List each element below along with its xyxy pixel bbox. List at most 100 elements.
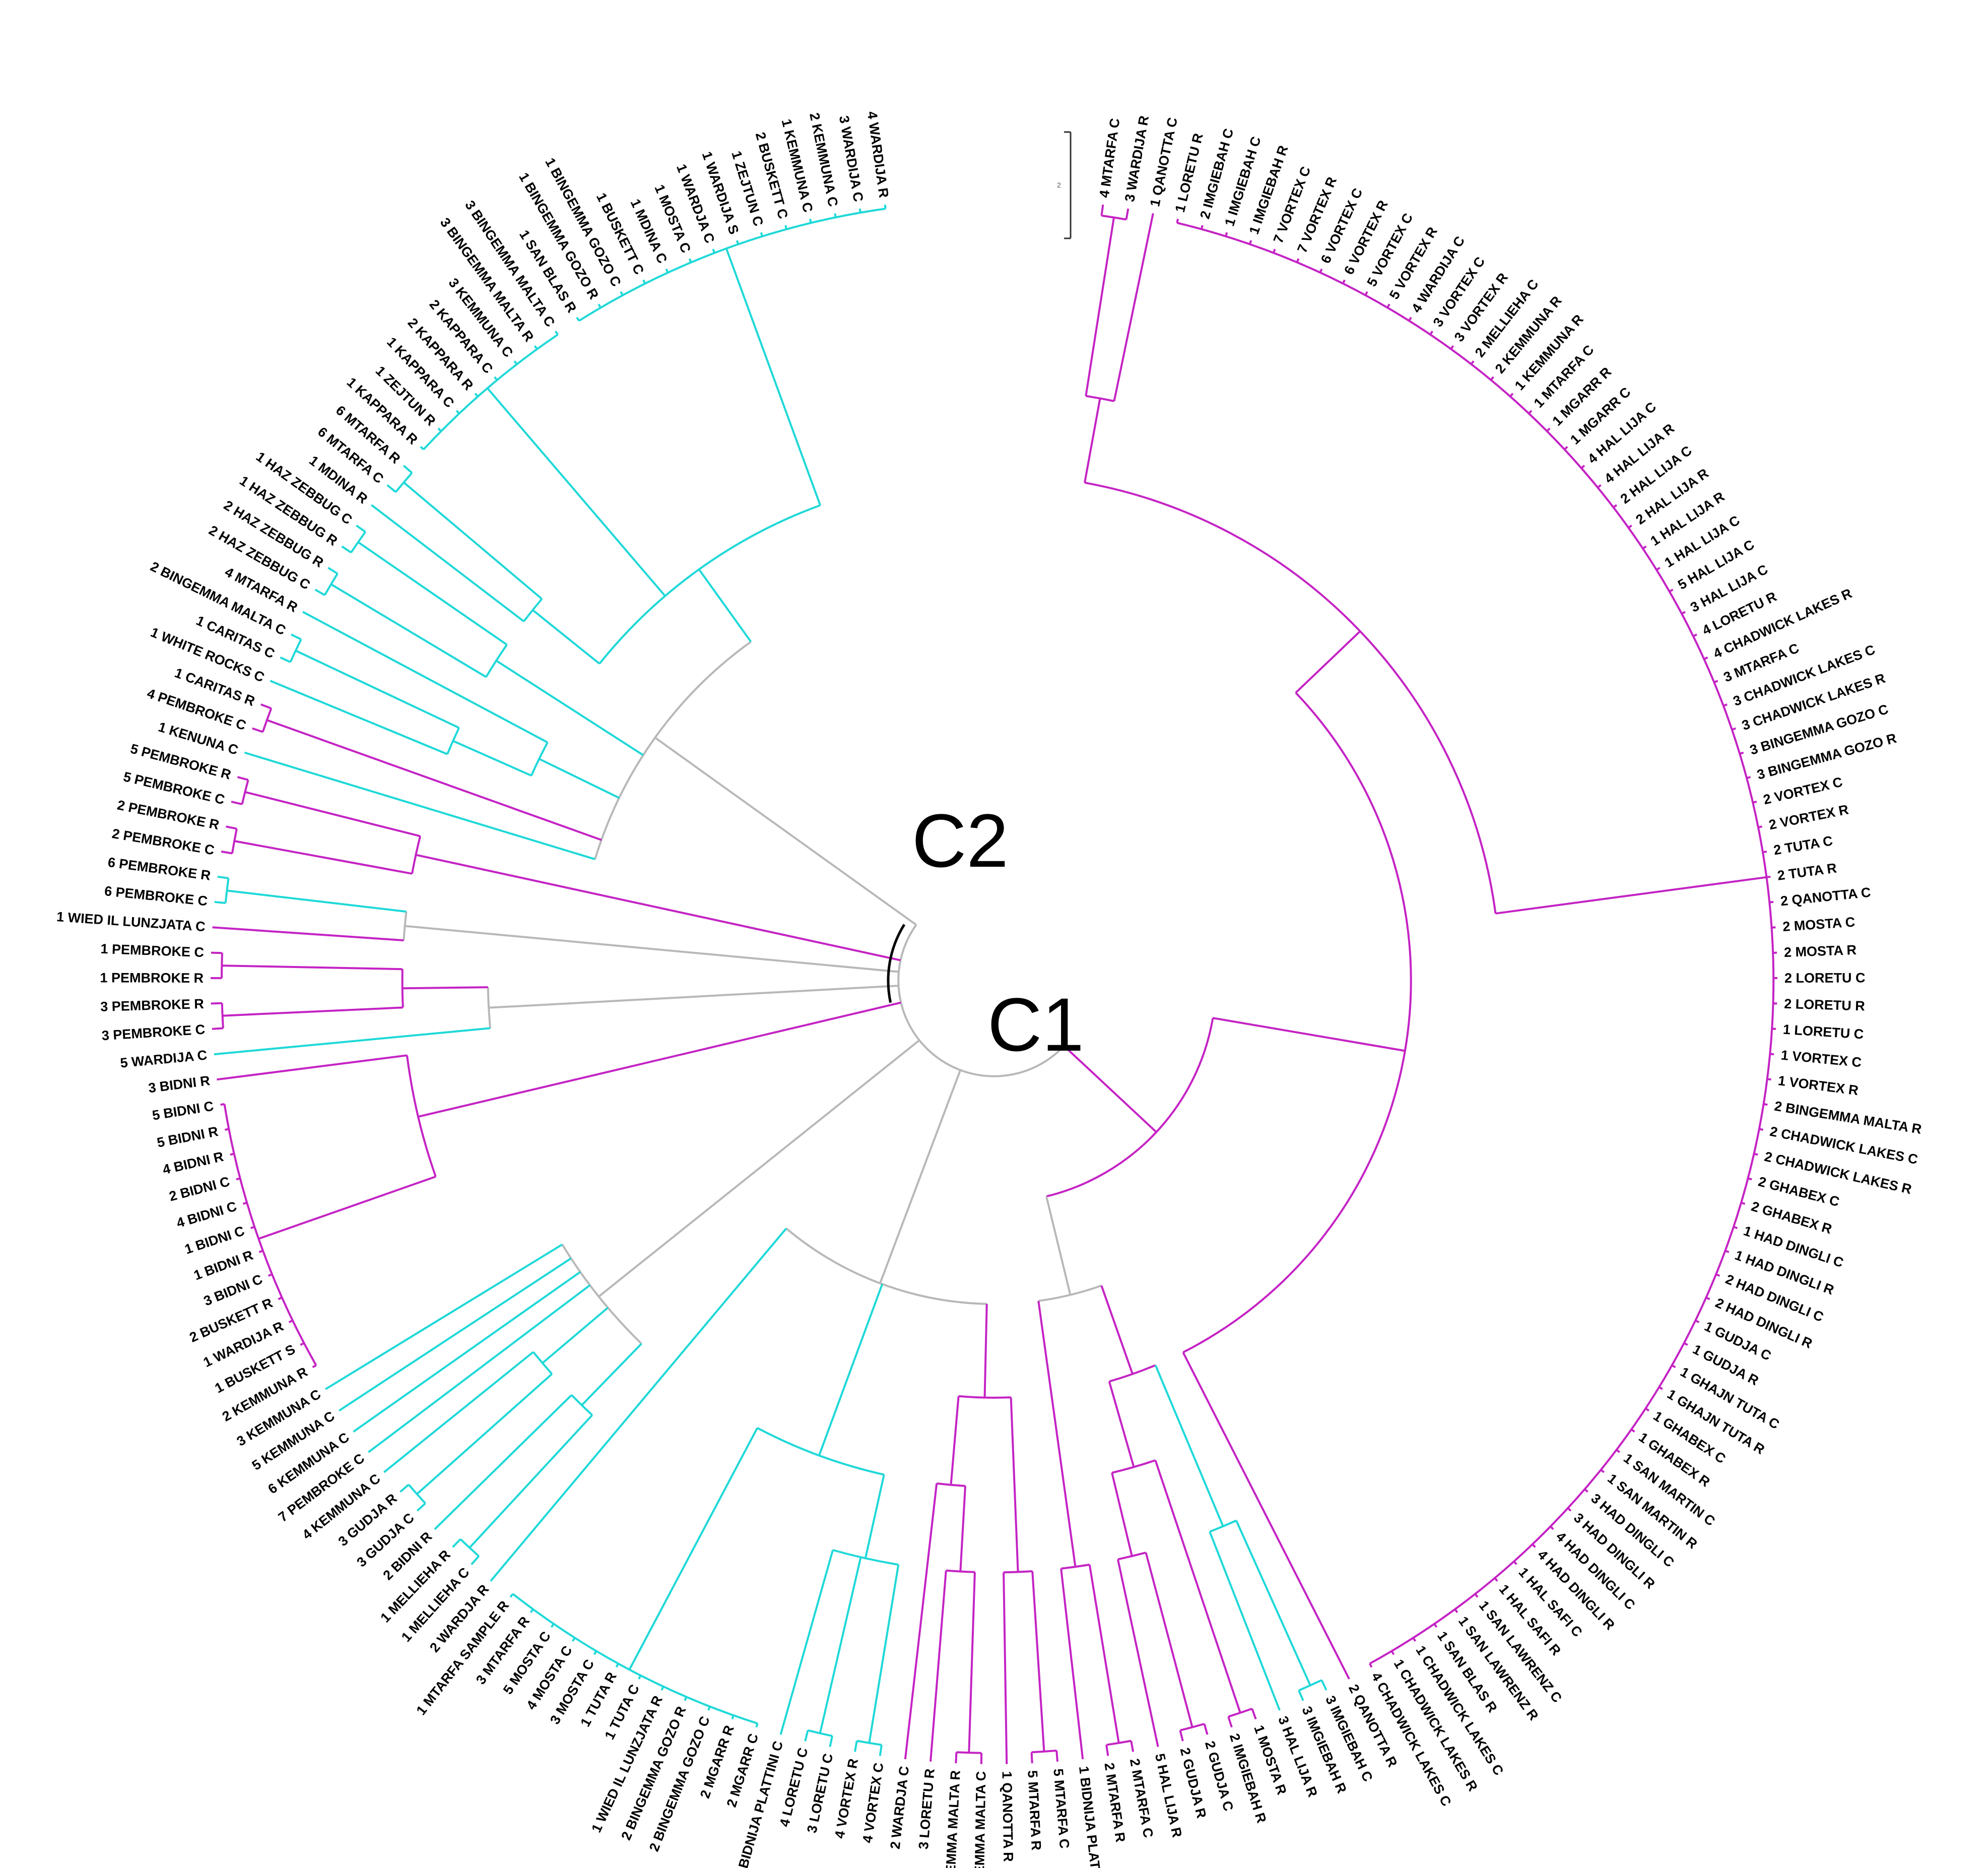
leaf-label: 2 MOSTA C (1782, 914, 1856, 934)
branch-line (1752, 800, 1757, 804)
branch-line (488, 985, 899, 1009)
branch-line (736, 240, 740, 245)
branch-line (455, 410, 460, 415)
branch-line (1298, 1690, 1304, 1701)
branch-line (1213, 1017, 1406, 1052)
branch-arc (221, 1003, 224, 1028)
branch-arc (289, 638, 302, 663)
branch-line (437, 427, 442, 432)
branch-line (222, 964, 403, 971)
branch-line (212, 1027, 224, 1030)
branch-line (829, 1735, 833, 1747)
branch-line (1225, 232, 1228, 237)
branch-line (1470, 360, 1475, 365)
branch-line (1369, 1663, 1373, 1668)
leaf-label: 5 WARDIJA C (119, 1048, 208, 1071)
branch-line (1125, 208, 1130, 220)
branch-line (1703, 656, 1708, 660)
branch-line (1771, 1027, 1776, 1030)
branch-arc (808, 1729, 833, 1737)
leaf-label: 1 QANOTTA R (1000, 1771, 1016, 1862)
branch-line (1759, 1128, 1763, 1131)
branch-line (469, 1414, 593, 1549)
branch-line (834, 213, 837, 218)
branch-line (1450, 345, 1454, 350)
branch-line (211, 1002, 222, 1005)
branch-line (1769, 900, 1774, 904)
branch-line (356, 525, 366, 533)
branch-line (314, 589, 325, 596)
branch-line (784, 225, 788, 230)
branch-line (1108, 1381, 1135, 1467)
branch-line (959, 1486, 966, 1572)
branch-line (497, 1228, 787, 1573)
branch-line (325, 1382, 336, 1390)
branch-arc (1031, 1750, 1057, 1754)
branch-line (1550, 1525, 1554, 1530)
branch-line (1546, 427, 1551, 432)
branch-line (576, 316, 580, 321)
leaf-label: 1 WIED IL LUNZJATA C (56, 909, 206, 934)
leaf-label: 4 VORTEX C (859, 1762, 886, 1844)
branch-line (1248, 240, 1252, 245)
branch-line (1669, 589, 1674, 593)
branch-arc (599, 504, 821, 665)
branch-line (386, 484, 396, 493)
branch-arc (1209, 1519, 1237, 1533)
branch-line (1342, 279, 1346, 284)
branch-line (330, 583, 487, 678)
branch-line (1045, 1196, 1072, 1296)
branch-arc (856, 1740, 882, 1746)
branch-line (509, 1593, 514, 1598)
branch-line (1659, 1386, 1663, 1390)
leaf-label: 4 WARDIJA R (865, 110, 892, 199)
branch-arc (485, 644, 508, 678)
branch-line (725, 248, 821, 506)
branch-arc (323, 573, 339, 596)
leaf-label: 4 VORTEX R (832, 1757, 861, 1839)
branch-line (654, 737, 917, 926)
branch-line (1732, 727, 1736, 731)
branch-line (402, 986, 488, 990)
branch-line (1272, 248, 1276, 253)
branch-line (1580, 465, 1585, 469)
leaf-label: 6 PEMBROKE C (104, 883, 209, 909)
branch-line (416, 1373, 553, 1495)
branch-line (818, 1283, 884, 1456)
branch-line (254, 754, 595, 861)
branch-line (220, 1103, 225, 1106)
branch-line (698, 568, 752, 642)
cluster-boundary-arc (887, 924, 906, 1003)
branch-line (884, 204, 887, 209)
branch-line (1100, 1285, 1134, 1375)
branch-line (542, 1307, 609, 1364)
branch-line (642, 279, 646, 284)
branch-line (1111, 1472, 1133, 1557)
branch-line (1705, 1297, 1710, 1301)
branch-line (1725, 1250, 1730, 1253)
branch-line (1628, 525, 1632, 529)
branch-line (1741, 1201, 1746, 1205)
branch-arc (956, 1751, 982, 1754)
branch-line (1235, 1520, 1311, 1686)
branch-line (1412, 1637, 1417, 1642)
branch-line (258, 1176, 436, 1240)
leaf-label: 5 BIDNI R (156, 1124, 219, 1150)
branch-line (270, 680, 448, 755)
leaf-label: 1 VORTEX R (1777, 1073, 1860, 1098)
branch-line (660, 1686, 665, 1691)
branch-line (1176, 219, 1179, 223)
branch-line (760, 232, 763, 237)
branch-line (334, 1243, 563, 1385)
leaf-label: 6 PEMBROKE R (107, 855, 212, 883)
branch-line (1319, 268, 1323, 273)
branch-line (312, 1364, 317, 1369)
branch-line (1584, 1488, 1588, 1493)
branch-line (288, 1319, 293, 1323)
branch-line (495, 660, 644, 756)
branch-line (1063, 1045, 1157, 1133)
branch-line (348, 1257, 572, 1405)
branch-line (879, 1070, 961, 1284)
branch-line (376, 1284, 591, 1447)
leaf-label: 4 MTARFA C (1097, 117, 1123, 199)
